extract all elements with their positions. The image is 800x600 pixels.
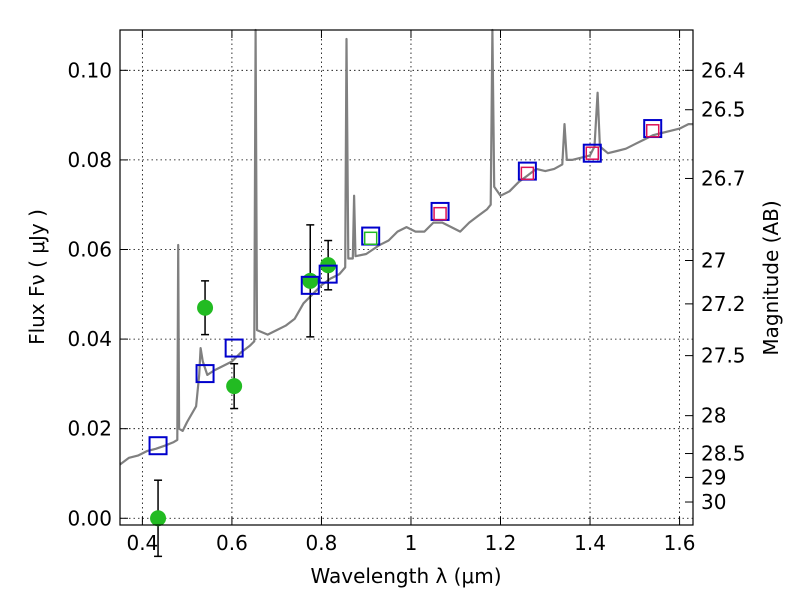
x-tick-label: 1.4 [574, 531, 606, 555]
model-square [318, 264, 338, 284]
x-tick-label: 0.4 [126, 531, 158, 555]
right-axis-title: Magnitude (AB) [759, 200, 783, 355]
magnitude-tick-label: 26.5 [701, 98, 746, 122]
y-tick-label: 0.04 [67, 327, 112, 351]
x-tick-label: 1.2 [485, 531, 517, 555]
y-ticks: 0.00 0.02 0.04 0.06 0.08 0.10 [67, 58, 128, 530]
x-tick-label: 1 [405, 531, 418, 555]
magnitude-tick-label: 30 [701, 490, 726, 514]
magnitude-tick-label: 28.5 [701, 442, 746, 466]
observed-point [226, 378, 243, 395]
observed-point [302, 272, 319, 289]
y-tick-label: 0.10 [67, 58, 112, 82]
small-square [433, 206, 447, 221]
magnitude-tick-label: 26.7 [701, 166, 746, 190]
observed-point [197, 299, 214, 316]
magnitude-tick-label: 29 [701, 465, 726, 489]
magnitude-tick-label: 26.4 [701, 58, 746, 82]
model-square [582, 143, 602, 163]
y-axis-title: Flux Fν ( μJy ) [25, 209, 49, 345]
x-ticks: 0.4 0.6 0.8 1 1.2 1.4 1.6 [126, 30, 695, 555]
magnitude-tick-label: 27.2 [701, 292, 746, 316]
small-squares-group [363, 124, 660, 246]
small-square [520, 166, 535, 181]
small-square [585, 146, 600, 160]
grid [120, 30, 693, 525]
observed-point [150, 510, 167, 527]
x-axis-title: Wavelength λ (μm) [310, 564, 501, 588]
magnitude-tick-label: 27.5 [701, 344, 746, 368]
y-tick-label: 0.08 [67, 148, 112, 172]
plot-frame [119, 29, 694, 526]
magnitude-tick-label: 28 [701, 404, 726, 428]
magnitude-tick-label: 27 [701, 249, 726, 273]
x-tick-label: 1.6 [664, 531, 696, 555]
model-square [224, 338, 244, 358]
y-tick-label: 0.06 [67, 238, 112, 262]
plot-background [120, 30, 693, 525]
small-square [363, 231, 378, 246]
model-square [148, 436, 168, 456]
y-tick-label: 0.02 [67, 417, 112, 441]
small-square [645, 124, 660, 138]
x-tick-label: 0.6 [216, 531, 248, 555]
spectrum-line [119, 28, 693, 466]
y-tick-label: 0.00 [67, 506, 112, 530]
model-square [300, 275, 320, 295]
x-tick-label: 0.8 [306, 531, 338, 555]
model-square [195, 364, 215, 384]
spectrum-line-group [119, 28, 693, 466]
